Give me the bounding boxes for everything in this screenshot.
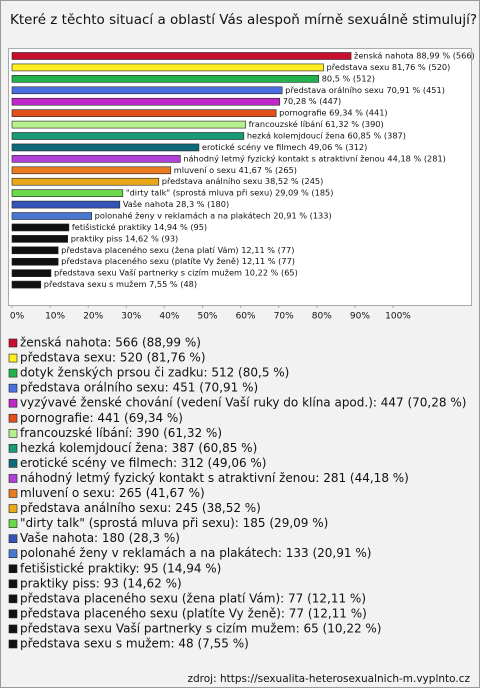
legend-swatch — [8, 338, 18, 348]
legend-label: ženská nahota: 566 (88,99 %) — [20, 336, 201, 350]
bar — [11, 166, 172, 175]
legend-label: erotické scény ve filmech: 312 (49,06 %) — [20, 456, 266, 470]
bar-label: ženská nahota 88,99 % (566) — [354, 51, 475, 61]
bar-label: polonahé ženy v reklamách a na plakátech… — [95, 211, 332, 221]
x-tick-label: 70% — [274, 312, 294, 322]
legend-label: představa placeného sexu (platíte Vy žen… — [20, 606, 367, 620]
bar-label: 80,5 % (512) — [322, 73, 375, 83]
x-tick-label: 0% — [10, 312, 25, 322]
bar-label: představa sexu s mužem 7,55 % (48) — [44, 279, 197, 289]
bar-label: představa orálního sexu 70,91 % (451) — [285, 85, 445, 95]
bar-label: představa sexu 81,76 % (520) — [327, 62, 451, 72]
bar — [11, 235, 69, 243]
x-tick-label: 20% — [83, 312, 103, 322]
x-tick-label: 30% — [121, 312, 141, 322]
legend-label: praktiky piss: 93 (14,62 %) — [20, 576, 182, 590]
legend-label: "dirty talk" (sprostá mluva při sexu): 1… — [20, 516, 328, 530]
source: zdroj: https://sexualita-heterosexualnic… — [187, 673, 470, 685]
chart-title: Které z těchto situací a oblastí Vás ale… — [10, 12, 477, 28]
bar — [11, 132, 245, 140]
legend-swatch — [8, 534, 18, 543]
bar-label: pornografie 69,34 % (441) — [279, 108, 387, 118]
bar — [11, 86, 283, 95]
bar — [11, 257, 59, 266]
legend-label: představa sexu: 520 (81,76 %) — [20, 351, 206, 365]
bar-label: představa sexu Vaší partnerky s cizím mu… — [54, 268, 298, 278]
legend-label: náhodný letmý fyzický kontakt s atraktiv… — [20, 471, 409, 485]
bar-label: praktiky piss 14,62 % (93) — [71, 233, 179, 243]
legend-label: mluvení o sexu: 265 (41,67 %) — [20, 486, 205, 500]
bar — [11, 269, 52, 277]
legend-label: představa sexu s mužem: 48 (7,55 %) — [20, 637, 249, 651]
legend-swatch — [8, 428, 18, 438]
legend-label: hezká kolemjdoucí žena: 387 (60,85 %) — [20, 441, 257, 455]
bar-label: 70,28 % (447) — [283, 96, 341, 106]
legend-label: představa placeného sexu (žena platí Vám… — [20, 591, 366, 605]
bar — [11, 223, 70, 232]
legend-swatch — [8, 368, 18, 378]
legend-swatch — [8, 564, 18, 574]
bar-label: "dirty talk" (sprostá mluva při sexu) 29… — [126, 188, 334, 198]
legend-label: představa análního sexu: 245 (38,52 %) — [20, 501, 261, 515]
bar — [11, 63, 324, 72]
bar-label: erotické scény ve filmech 49,06 % (312) — [202, 142, 367, 152]
legend-swatch — [8, 519, 18, 528]
x-tick-label: 90% — [350, 312, 370, 322]
bar — [11, 52, 352, 60]
bar — [11, 75, 320, 83]
bar-label: Vaše nahota 28,3 % (180) — [123, 199, 229, 209]
bar — [11, 177, 160, 186]
bar — [11, 280, 42, 289]
x-tick-label: 50% — [197, 312, 217, 322]
bar — [11, 212, 92, 220]
legend-swatch — [8, 489, 18, 498]
legend-label: Vaše nahota: 180 (28,3 %) — [20, 531, 180, 545]
legend-label: polonahé ženy v reklamách a na plakátech… — [20, 546, 371, 560]
bar-label: představa placeného sexu (platíte Vy žen… — [61, 256, 295, 266]
x-tick-label: 10% — [45, 312, 65, 322]
bar-label: fetišistické praktiky 14,94 % (95) — [72, 222, 207, 232]
bar — [11, 97, 281, 106]
bar — [11, 189, 124, 197]
legend-swatch — [8, 639, 18, 649]
legend-swatch — [8, 398, 18, 408]
x-tick-label: 80% — [312, 312, 332, 322]
bar — [11, 246, 59, 255]
legend-swatch — [8, 504, 18, 513]
legend-label: fetišistické praktiky: 95 (14,94 %) — [20, 561, 221, 575]
bar-label: představa placeného sexu (žena platí Vám… — [61, 245, 294, 255]
legend-swatch — [8, 383, 18, 393]
legend-label: francouzské líbání: 390 (61,32 %) — [20, 426, 222, 440]
bar — [11, 155, 181, 163]
legend-swatch — [8, 444, 18, 453]
bar — [11, 120, 246, 129]
legend-label: pornografie: 441 (69,34 %) — [20, 411, 183, 425]
legend-swatch — [8, 594, 18, 604]
bar-label: hezká kolemjdoucí žena 60,85 % (387) — [247, 131, 406, 141]
legend-swatch — [8, 353, 18, 363]
legend-swatch — [8, 459, 18, 468]
bar — [11, 109, 277, 117]
legend-swatch — [8, 609, 18, 619]
legend-swatch — [8, 474, 18, 483]
bar — [11, 143, 200, 152]
legend-label: představa orálního sexu: 451 (70,91 %) — [20, 381, 258, 395]
legend-swatch — [8, 413, 18, 423]
bar-label: mluvení o sexu 41,67 % (265) — [174, 165, 297, 175]
x-tick-label: 60% — [236, 312, 256, 322]
legend-swatch — [8, 579, 18, 589]
x-tick-label: 40% — [159, 312, 179, 322]
bar-label: francouzské líbání 61,32 % (390) — [249, 119, 384, 129]
legend-swatch — [8, 624, 18, 634]
bar — [11, 200, 121, 209]
bar-label: představa análního sexu 38,52 % (245) — [162, 176, 324, 186]
legend-label: představa sexu Vaší partnerky s cizím mu… — [20, 621, 382, 635]
bar-label: náhodný letmý fyzický kontakt s atraktiv… — [183, 153, 446, 163]
legend-label: dotyk ženských prsou či zadku: 512 (80,5… — [20, 366, 289, 380]
legend-label: vyzývavé ženské chování (vedení Vaší ruk… — [20, 396, 466, 410]
legend-swatch — [8, 549, 18, 559]
x-tick-label: 100% — [385, 312, 411, 322]
